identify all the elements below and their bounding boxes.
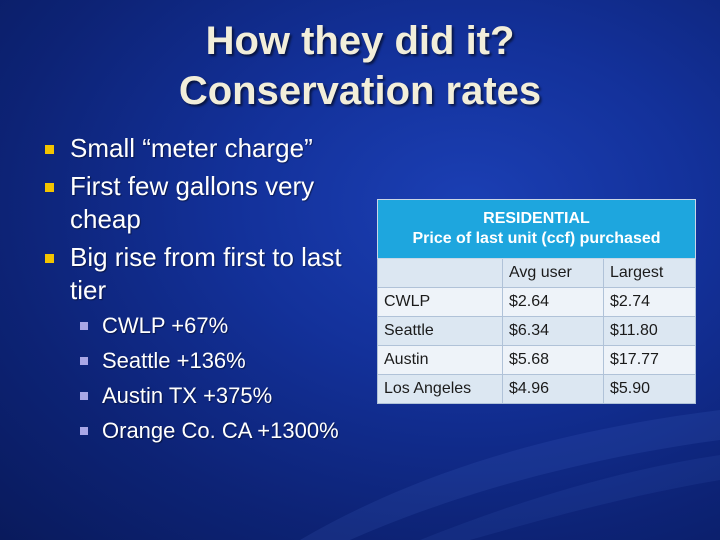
column-header: Avg user bbox=[502, 258, 604, 288]
column-header bbox=[377, 258, 503, 288]
bullet-text: Big rise from first to last tier bbox=[70, 242, 342, 305]
table-column-row: Avg user Largest bbox=[377, 258, 696, 288]
table-header-line-2: Price of last unit (ccf) purchased bbox=[412, 230, 661, 247]
sub-bullet-item: Austin TX +375% bbox=[44, 382, 364, 410]
table-row: Los Angeles $4.96 $5.90 bbox=[377, 374, 696, 404]
sub-bullet-text: Austin TX +375% bbox=[102, 383, 273, 408]
table-row: Seattle $6.34 $11.80 bbox=[377, 316, 696, 346]
table-header-line-1: RESIDENTIAL bbox=[483, 210, 590, 227]
table-header-row: RESIDENTIAL Price of last unit (ccf) pur… bbox=[377, 199, 696, 259]
sub-bullet-text: Orange Co. CA +1300% bbox=[102, 418, 339, 443]
bullet-list: Small “meter charge” First few gallons v… bbox=[44, 132, 364, 452]
table-cell: Austin bbox=[377, 345, 503, 375]
sub-bullet-marker bbox=[80, 392, 88, 400]
sub-bullet-marker bbox=[80, 357, 88, 365]
bullet-text: Small “meter charge” bbox=[70, 133, 313, 163]
sub-bullet-text: CWLP +67% bbox=[102, 313, 229, 338]
bullet-item: First few gallons very cheap bbox=[44, 170, 364, 236]
slide-title: How they did it? Conservation rates bbox=[0, 16, 720, 116]
price-table: RESIDENTIAL Price of last unit (ccf) pur… bbox=[377, 199, 696, 404]
table-header: RESIDENTIAL Price of last unit (ccf) pur… bbox=[377, 199, 696, 259]
table-cell: $6.34 bbox=[502, 316, 604, 346]
table-cell: CWLP bbox=[377, 287, 503, 317]
bullet-marker bbox=[45, 254, 54, 263]
table-cell: $11.80 bbox=[603, 316, 696, 346]
table-cell: $4.96 bbox=[502, 374, 604, 404]
bullet-marker bbox=[45, 183, 54, 192]
bullet-item: Small “meter charge” bbox=[44, 132, 364, 165]
sub-bullet-item: Seattle +136% bbox=[44, 347, 364, 375]
sub-bullet-marker bbox=[80, 427, 88, 435]
bullet-marker bbox=[45, 145, 54, 154]
title-line-2: Conservation rates bbox=[178, 69, 542, 113]
sub-bullet-item: CWLP +67% bbox=[44, 312, 364, 340]
table-cell: $5.90 bbox=[603, 374, 696, 404]
title-line-1: How they did it? bbox=[205, 19, 515, 63]
table-cell: $2.64 bbox=[502, 287, 604, 317]
table-cell: $17.77 bbox=[603, 345, 696, 375]
table-cell: Los Angeles bbox=[377, 374, 503, 404]
bullet-item: Big rise from first to last tier bbox=[44, 241, 364, 307]
bullet-text: First few gallons very cheap bbox=[70, 171, 315, 234]
table-cell: Seattle bbox=[377, 316, 503, 346]
table-cell: $2.74 bbox=[603, 287, 696, 317]
sub-bullet-item: Orange Co. CA +1300% bbox=[44, 417, 364, 445]
column-header: Largest bbox=[603, 258, 696, 288]
table-row: CWLP $2.64 $2.74 bbox=[377, 287, 696, 317]
sub-bullet-text: Seattle +136% bbox=[102, 348, 246, 373]
table-cell: $5.68 bbox=[502, 345, 604, 375]
sub-bullet-marker bbox=[80, 322, 88, 330]
table-row: Austin $5.68 $17.77 bbox=[377, 345, 696, 375]
